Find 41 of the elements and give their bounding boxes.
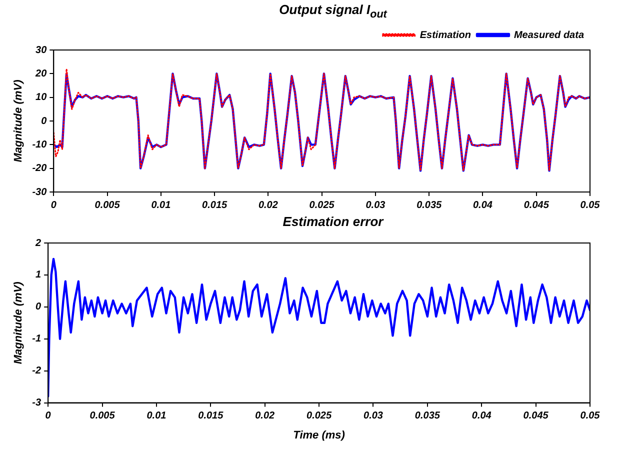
x-tick-label: 0	[50, 200, 57, 211]
x-tick-label: 0.035	[416, 200, 442, 211]
y-axis-title: Magnitude (mV)	[12, 79, 25, 162]
y-tick-label: -1	[32, 334, 42, 345]
x-tick-label: 0.01	[151, 200, 172, 211]
y-axis-title: Magnitude (mV)	[12, 281, 25, 364]
x-tick-label: 0.02	[255, 410, 276, 422]
y-tick-label: -2	[32, 366, 42, 377]
y-tick-label: -20	[32, 163, 48, 174]
x-tick-label: 0.05	[580, 410, 600, 422]
legend-label: Measured data	[514, 30, 584, 41]
x-tick-label: 0.045	[523, 410, 549, 422]
y-tick-label: 1	[36, 270, 42, 281]
x-tick-label: 0.025	[309, 200, 335, 211]
chart-title: Estimation error	[282, 214, 385, 231]
x-tick-label: 0.015	[198, 410, 224, 422]
y-tick-label: 0	[36, 302, 42, 313]
x-tick-label: 0.025	[306, 410, 332, 422]
y-tick-label: 0	[41, 116, 48, 127]
x-tick-label: 0.015	[202, 200, 228, 211]
y-tick-label: -10	[32, 139, 48, 150]
chart-title: Output signal I$_{out}$	[278, 2, 388, 22]
y-tick-label: -30	[32, 186, 48, 198]
x-tick-label: 0.02	[258, 200, 278, 211]
y-tick-label: 30	[36, 44, 48, 56]
x-tick-label: 0.04	[472, 200, 493, 211]
x-tick-label: 0.045	[524, 200, 550, 211]
x-tick-label: 0.005	[90, 410, 116, 422]
y-tick-label: -3	[32, 398, 42, 409]
x-tick-label: 0.035	[414, 410, 440, 422]
legend-label: Estimation	[420, 30, 471, 41]
x-tick-label: 0.03	[364, 410, 384, 422]
y-tick-label: 2	[34, 238, 42, 249]
y-tick-label: 10	[36, 92, 48, 104]
y-tick-label: 20	[34, 68, 48, 80]
x-tick-label: 0.005	[94, 200, 120, 211]
x-tick-label: 0.05	[580, 200, 600, 211]
x-tick-label: 0.04	[472, 410, 492, 422]
x-axis-title: Time (ms)	[293, 429, 346, 442]
x-tick-label: 0.01	[146, 410, 167, 422]
x-tick-label: 0.03	[366, 200, 386, 211]
